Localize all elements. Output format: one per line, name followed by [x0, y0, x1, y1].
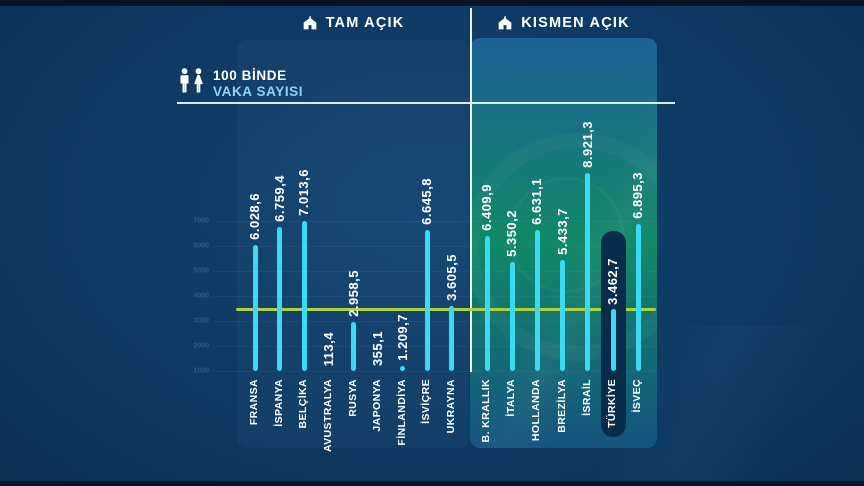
panel-light-streak: [470, 38, 657, 448]
bar: [484, 235, 490, 371]
bar-value-label: 3.605,5: [443, 254, 459, 301]
country-label: UKRAYNA: [444, 379, 457, 434]
ytick-label: 5000: [193, 267, 209, 275]
country-label: BELÇİKA: [297, 379, 310, 429]
gridline: [213, 296, 656, 297]
axis-title-line1: 100 BİNDE: [213, 68, 287, 83]
bar: [301, 220, 307, 371]
people-icon: [178, 68, 206, 99]
section-divider-line: [470, 8, 472, 372]
bar: [424, 229, 430, 371]
country-label: B. KRALLIK: [480, 379, 492, 443]
group-header-label: TAM AÇIK: [325, 15, 405, 31]
letterbox-top: [0, 0, 864, 6]
country-label: FRANSA: [248, 379, 261, 426]
country-label: RUSYA: [346, 379, 359, 417]
bar-value-label: 3.462,7: [605, 257, 620, 305]
bar: [635, 223, 641, 371]
bar-value-label: 7.013,6: [296, 168, 312, 216]
bar: [534, 230, 540, 371]
bar-value-label: 6.645,8: [419, 177, 435, 225]
country-label: FİNLANDİYA: [395, 379, 408, 446]
country-label: İSVİÇRE: [420, 379, 433, 424]
ytick-label: 1000: [193, 367, 209, 375]
bar-value-label: 2.958,5: [345, 270, 361, 318]
letterbox-bottom: [0, 481, 864, 486]
axis-title-block: 100 BİNDE VAKA SAYISI: [178, 68, 303, 99]
country-label: JAPONYA: [371, 379, 384, 432]
ytick-label: 3000: [193, 317, 209, 325]
gridline: [213, 271, 656, 272]
bar-value-label: 5.433,7: [554, 208, 570, 256]
school-icon: [497, 16, 513, 30]
country-label: HOLLANDA: [530, 379, 543, 442]
gridline: [213, 371, 656, 372]
axis-title-text: 100 BİNDE VAKA SAYISI: [213, 68, 303, 99]
group-header-tam-acik: TAM AÇIK: [237, 11, 469, 35]
country-label: İSRAİL: [580, 379, 593, 416]
bar: [252, 245, 258, 371]
bar-value-label: 355,1: [370, 330, 386, 366]
country-label: AVUSTRALYA: [321, 379, 334, 453]
country-label: İSPANYA: [272, 379, 285, 427]
ytick-label: 4000: [193, 292, 209, 300]
group-header-kismen-acik: KISMEN AÇIK: [470, 11, 657, 35]
country-label: BREZİLYA: [555, 379, 568, 433]
gridline: [213, 221, 656, 222]
panel-kismen-acik: [470, 38, 657, 448]
bar-value-label: 6.895,3: [630, 171, 646, 219]
gridline: [213, 321, 656, 322]
bar: [351, 322, 356, 371]
bar-value-label: 6.631,1: [529, 178, 545, 226]
bar: [610, 309, 616, 371]
bar-value-label: 6.759,4: [271, 175, 287, 223]
bar-value-label: 113,4: [320, 331, 336, 366]
group-header-label: KISMEN AÇIK: [521, 15, 630, 31]
gridline: [213, 246, 656, 247]
bar: [585, 172, 591, 371]
ytick-label: 2000: [193, 342, 209, 350]
gridline: [213, 346, 656, 347]
axis-title-underline: [177, 102, 675, 104]
panel-tam-acik: [237, 40, 469, 448]
ytick-label: 7000: [193, 217, 209, 225]
bar: [400, 365, 406, 371]
bar: [509, 262, 515, 371]
country-label: İTALYA: [505, 379, 518, 417]
bar: [277, 227, 283, 371]
reference-line: [236, 307, 656, 311]
bar-value-label: 6.028,6: [247, 193, 263, 241]
bar-value-label: 5.350,2: [504, 210, 520, 258]
country-label: TÜRKİYE: [606, 379, 618, 428]
axis-title-line2: VAKA SAYISI: [213, 83, 304, 99]
bar: [560, 260, 566, 371]
ytick-label: 6000: [193, 242, 209, 250]
bar-value-label: 8.921,3: [579, 121, 595, 168]
school-icon: [302, 16, 318, 30]
country-label: İSVEÇ: [631, 379, 644, 413]
bar: [449, 305, 455, 371]
bar-value-label: 6.409,9: [479, 183, 494, 231]
bar-value-label: 1.209,7: [394, 313, 410, 361]
